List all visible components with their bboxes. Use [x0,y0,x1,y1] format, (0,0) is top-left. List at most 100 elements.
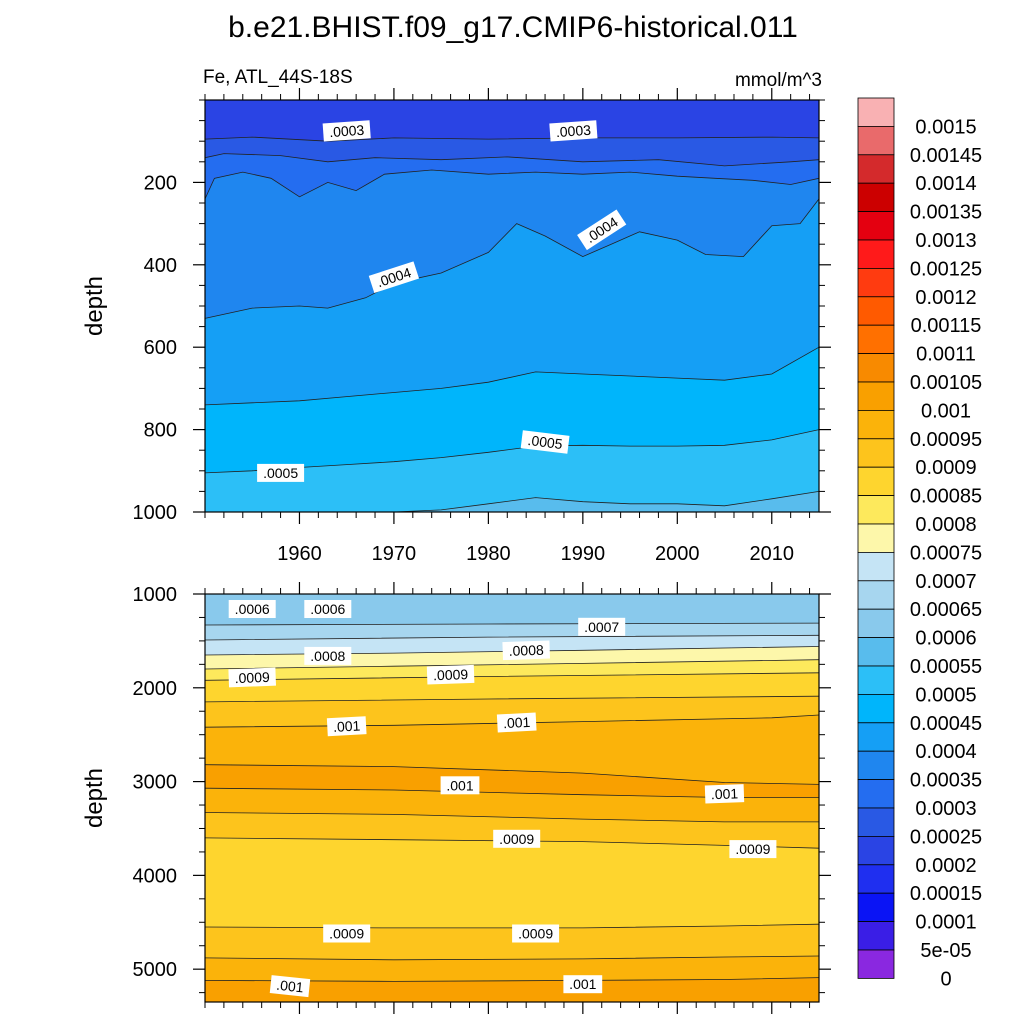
contour-label-text: .001 [446,777,473,793]
colorbar-swatch [857,608,895,639]
contour-label-box [549,120,598,142]
colorbar-swatch [857,381,895,411]
colorbar-label: 0.00045 [910,713,982,735]
colorbar-label: 0.00145 [910,145,982,167]
contour-label-box [502,640,550,661]
colorbar-label: 0.00125 [910,258,982,280]
contour-line [204,169,820,200]
colorbar: 0.0015 0.00145 0.0014 0.00135 0.0013 0.00125 0… [857,97,982,990]
contour-label: .0009 [323,924,371,943]
y-tick-label: 4000 [133,865,178,887]
contour-line [204,659,820,670]
contour-label-text: .001 [711,785,739,802]
contour-label-text: .0005 [527,432,564,452]
colorbar-swatch [857,580,895,610]
contour-label-text: .0009 [518,926,553,942]
contour-label-box [440,776,480,795]
colorbar-label: 0.00105 [910,372,982,394]
x-tick-label: 1980 [466,543,511,565]
y-tick-label: 200 [144,172,177,194]
contour-label-box [228,600,276,618]
colorbar-swatch [857,750,895,781]
band-fill [205,429,819,512]
y-tick-label: 1000 [133,502,178,524]
colorbar-swatch [857,892,895,923]
contour-label-text: .0008 [508,642,544,659]
lower-plot-frame [204,593,820,1003]
contour-label-text: .001 [503,714,531,731]
contour-line [204,198,820,319]
colorbar-swatch [857,267,895,298]
colorbar-label: 0.0006 [915,628,976,650]
contour-label-box [493,829,541,848]
colorbar-swatch [857,949,895,979]
y-tick-label: 800 [144,420,177,442]
contour-line [204,672,820,681]
contour-label: .0009 [426,664,475,685]
colorbar-label: 0.001 [921,400,971,422]
colorbar-swatch [857,296,895,326]
contour-line [204,136,820,142]
colorbar-swatch [857,353,895,383]
contour-label: .001 [496,712,537,733]
lower-axes: 1000 2000 3000 4000 5000 [133,582,831,1014]
colorbar-swatch [857,97,895,127]
colorbar-swatch [857,495,895,525]
colorbar-swatch [857,552,895,582]
contour-label-box [512,924,560,943]
contour-label-box [323,924,371,943]
colorbar-swatch [857,864,895,894]
chart-title: b.e21.BHIST.f09_g17.CMIP6-historical.011 [228,11,798,44]
contour-line [204,764,820,785]
contour-label-text: .0009 [329,926,364,942]
colorbar-label: 0.0001 [915,912,976,934]
y-tick-label: 5000 [133,959,178,981]
colorbar-swatch [857,665,895,695]
band-fill [205,977,819,1002]
contour-label-box [496,712,537,733]
colorbar-label: 0 [940,968,951,990]
contour-label: .0009 [729,840,777,859]
x-tick-label: 1990 [561,543,606,565]
y-tick-label: 2000 [133,678,178,700]
contour-line [204,695,820,703]
colorbar-swatch [857,324,895,355]
colorbar-label: 5e-05 [920,940,971,962]
contour-label-box [304,600,352,618]
contour-label: .0005 [520,430,570,454]
colorbar-label: 0.00135 [910,202,982,224]
contour-line [204,346,820,406]
contour-label: .0003 [322,120,371,142]
contour-label-text: .0008 [310,648,345,664]
contour-label: .0006 [228,600,276,618]
contour-label-box [322,120,371,142]
colorbar-label: 0.0005 [915,684,976,706]
contour-label-text: .0006 [235,601,270,617]
contour-label-box [368,261,420,294]
contour-label-text: .0006 [310,601,345,617]
contour-label-text: .001 [569,976,596,992]
colorbar-swatch [857,779,895,809]
x-tick-label: 2000 [655,543,700,565]
colorbar-swatch [857,466,895,497]
upper-contour-labels: .0003.0003.0004.0004.0005.0005 [257,120,627,482]
lower-depth-panel: .0006 .0006 .0007 .0008 .0008 .0009 .0009 .001.… [81,582,831,1014]
contour-line [204,153,820,167]
upper-ylabel: depth [81,276,108,336]
colorbar-label: 0.00115 [911,315,982,337]
colorbar-swatch [857,182,895,212]
contour-line [204,787,819,798]
contour-label-box [269,975,311,998]
contour-label-box [228,667,276,688]
upper-axes: 1960 1970 1980 1990 2000 2010 200 400 600 800 1000 [133,88,831,565]
contour-label-text: .0007 [584,619,619,635]
colorbar-label: 0.0009 [915,457,976,479]
contour-label: .0009 [228,667,276,688]
contour-label-box [578,617,626,636]
contour-label: .0007 [578,617,626,636]
colorbar-label: 0.00035 [910,770,982,792]
contour-label-text: .0009 [433,666,469,683]
lower-contour-labels: .0006 .0006 .0007 .0008 .0008 .0009 .0009 .001.… [228,600,777,998]
contour-label: .0008 [304,646,352,665]
contour-label-box [520,430,570,454]
